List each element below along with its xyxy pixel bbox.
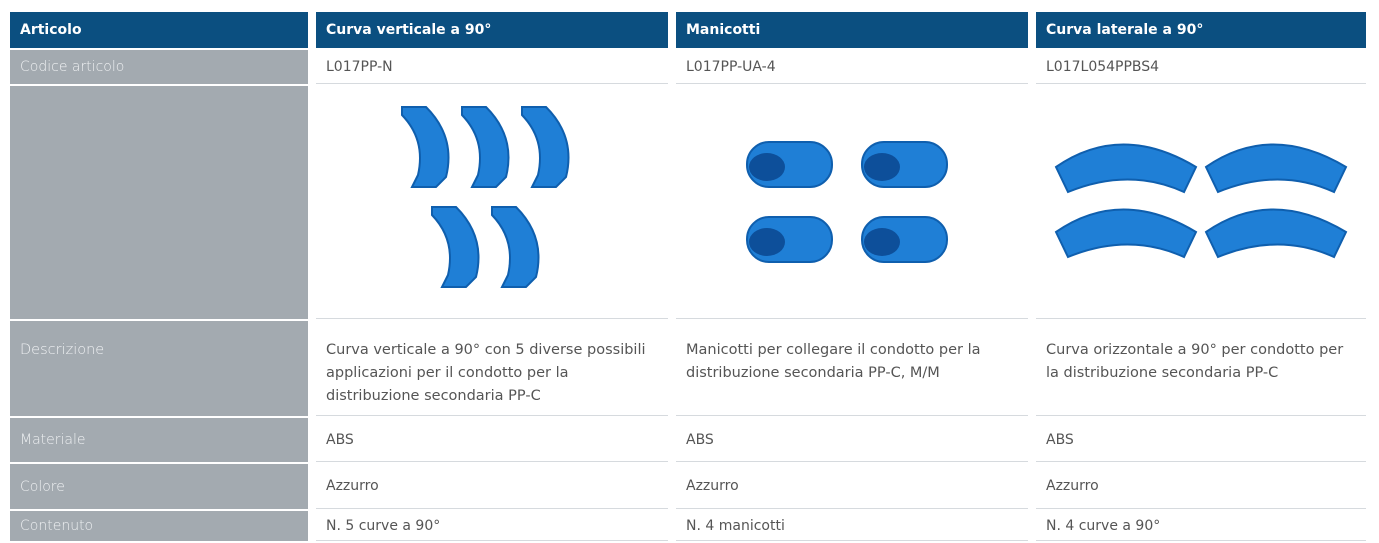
row: Descrizione Curva verticale a 90° con 5 …: [10, 321, 1366, 416]
row-label: Descrizione: [10, 321, 308, 416]
elbow: [491, 206, 540, 288]
image-cell: [1036, 86, 1366, 319]
image-cell: [676, 86, 1028, 319]
table-wrapper: Articolo Curva verticale a 90° Manicotti…: [2, 10, 1374, 543]
cell: ABS: [676, 418, 1028, 462]
cell: L017L054PPBS4: [1036, 50, 1366, 84]
cell: ABS: [1036, 418, 1366, 462]
vertical-elbows-image: [401, 106, 570, 288]
cell: N. 4 manicotti: [676, 511, 1028, 541]
cell: Manicotti per collegare il condotto per …: [676, 321, 1028, 416]
header-cell: Manicotti: [676, 12, 1028, 48]
header-row: Articolo Curva verticale a 90° Manicotti…: [10, 12, 1366, 48]
lateral-elbow: [1204, 208, 1348, 259]
elbow: [431, 206, 480, 288]
row: Materiale ABS ABS ABS: [10, 418, 1366, 462]
product-table: Articolo Curva verticale a 90° Manicotti…: [2, 10, 1374, 543]
sleeves-image: [746, 141, 948, 263]
row: Contenuto N. 5 curve a 90° N. 4 manicott…: [10, 511, 1366, 541]
cell: L017PP-UA-4: [676, 50, 1028, 84]
sleeve-opening: [864, 153, 900, 181]
header-cell: Curva laterale a 90°: [1036, 12, 1366, 48]
header-cell: Curva verticale a 90°: [316, 12, 668, 48]
header-cell: Articolo: [10, 12, 308, 48]
row-label: Codice articolo: [10, 50, 308, 84]
sleeve-opening: [749, 153, 785, 181]
lateral-elbows-image: [1054, 143, 1348, 259]
cell: L017PP-N: [316, 50, 668, 84]
image-cell: [316, 86, 668, 319]
elbow: [401, 106, 450, 188]
row: Codice articolo L017PP-N L017PP-UA-4 L01…: [10, 50, 1366, 84]
row-label: Materiale: [10, 418, 308, 462]
elbow: [521, 106, 570, 188]
row-label: [10, 86, 308, 319]
lateral-elbow: [1054, 143, 1198, 194]
elbow: [461, 106, 510, 188]
cell: Azzurro: [676, 464, 1028, 509]
cell: Curva orizzontale a 90° per condotto per…: [1036, 321, 1366, 416]
cell: N. 4 curve a 90°: [1036, 511, 1366, 541]
sleeve-opening: [749, 228, 785, 256]
cell: Azzurro: [316, 464, 668, 509]
lateral-elbow: [1054, 208, 1198, 259]
lateral-elbow: [1204, 143, 1348, 194]
image-row: [10, 86, 1366, 319]
cell: N. 5 curve a 90°: [316, 511, 668, 541]
row: Colore Azzurro Azzurro Azzurro: [10, 464, 1366, 509]
sleeve-opening: [864, 228, 900, 256]
row-label: Colore: [10, 464, 308, 509]
row-label: Contenuto: [10, 511, 308, 541]
cell: Curva verticale a 90° con 5 diverse poss…: [316, 321, 668, 416]
cell: Azzurro: [1036, 464, 1366, 509]
cell: ABS: [316, 418, 668, 462]
